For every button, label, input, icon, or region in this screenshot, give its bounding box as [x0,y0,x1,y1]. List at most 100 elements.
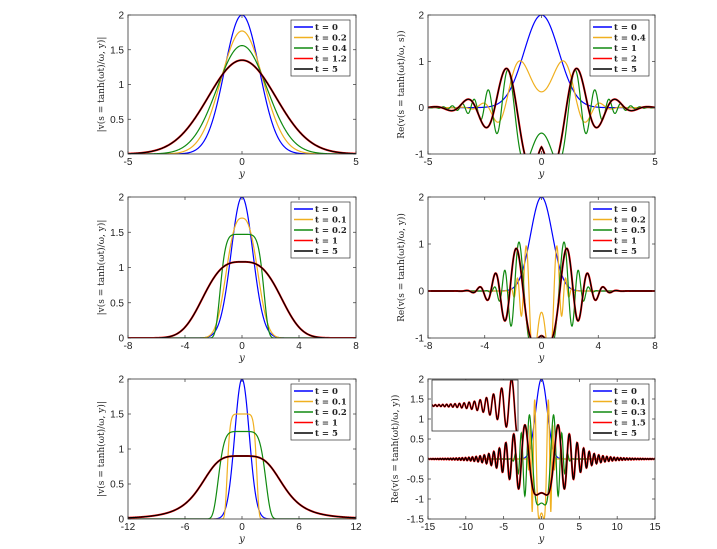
legend-item: t = 0.1 [593,398,646,408]
y-tick-label: 0.5 [410,435,424,446]
inset-curves [432,380,518,431]
x-tick-label: 5 [353,157,359,168]
subplot-4: -8 -4 0 4 8 -1 0 1 2 y Re(v(s = tanh(ωt)/ω, y)) t =… [396,193,658,365]
x-tick-label: 15 [649,522,661,533]
y-tick-label: 1 [118,445,124,456]
legend-item: t = 1 [294,419,338,429]
x-axis-label: y [538,534,545,545]
legend-item: t = 0.3 [593,408,646,418]
y-tick-label: 2 [118,193,124,204]
legend-item: t = 0 [294,23,338,33]
subplot-3: -8 -4 0 4 8 0 0.5 1 1.5 2 y |v(s = tanh(ωt)/ω, y)| t… [96,193,359,365]
series-line-5 [128,59,356,154]
series-line-5 [428,67,655,154]
series-line-0.4 [428,60,655,123]
series-line-0.2 [128,430,356,519]
y-tick-label: 0 [418,455,424,466]
y-tick-label: 0 [118,150,124,161]
legend-label: t = 0 [315,23,338,33]
legend-label: t = 1 [315,237,338,247]
legend-label: t = 5 [315,247,338,257]
y-axis-label: |v(s = tanh(ωt)/ω, y)| [96,37,107,133]
legend-item: t = 0 [593,205,637,215]
x-tick-label: -5 [424,157,433,168]
x-tick-label: -8 [124,341,133,352]
x-tick-label: 8 [353,341,359,352]
y-tick-label: 0 [118,515,124,526]
legend-label: t = 5 [614,65,637,75]
series-line-0.4 [128,44,356,154]
legend: t = 0t = 0.1t = 0.2t = 1t = 5 [290,383,351,441]
legend-item: t = 0.2 [294,226,347,236]
legend-label: t = 0 [614,23,637,33]
legend-label: t = 1.2 [315,55,347,65]
curves [128,379,356,519]
y-tick-label: 1 [118,80,124,91]
y-axis-label: |v(s = tanh(ωt)/ω, y)| [96,401,107,497]
subplot-1: -5 0 500.511.52y|v(s = tanh(ωt)/ω, y)|t = … [96,11,359,181]
legend-label: t = 0.2 [315,34,347,44]
x-tick-label: 8 [652,341,658,352]
legend-item: t = 5 [593,247,637,257]
legend-label: t = 5 [614,247,637,257]
y-tick-label: 0 [418,287,424,298]
y-axis-label: Re(v(s = tanh(ωt)/ω, s)) [396,30,407,138]
x-tick-label: 5 [652,157,658,168]
y-tick-label: 2 [418,11,424,22]
y-tick-label: 1.5 [410,395,424,406]
y-tick-label: 0.5 [110,115,124,126]
y-tick-label: 0.5 [110,480,124,491]
x-tick-label: 0 [239,341,245,352]
legend-item: t = 0.2 [294,34,347,44]
legend-item: t = 1 [294,237,338,247]
y-tick-label: 1 [418,240,424,251]
y-axis-label: |v(s = tanh(ωt)/ω, y)| [96,220,107,316]
legend: t = 0t = 0.1t = 0.3t = 1.5t = 5 [589,383,650,441]
y-tick-label: 1 [118,263,124,274]
x-axis-label: y [238,169,245,180]
legend-item: t = 0.5 [593,226,646,236]
series-line-0.1 [128,413,356,519]
legend-item: t = 0 [294,205,338,215]
x-tick-label: 6 [296,522,302,533]
legend-label: t = 1 [315,419,338,429]
y-tick-label: 2 [418,375,424,386]
inset [431,379,519,432]
legend-label: t = 0 [315,387,338,397]
legend-label: t = 0 [614,205,637,215]
legend-label: t = 0.3 [614,408,646,418]
x-tick-label: 5 [577,522,583,533]
legend-item: t = 0.1 [294,216,347,226]
legend-item: t = 0 [593,23,637,33]
y-tick-label: -1 [415,150,424,161]
series-line-0.2 [128,233,356,338]
x-tick-label: -5 [499,522,508,533]
legend: t = 0t = 0.4t = 1t = 2t = 5 [589,19,650,77]
inset-series-line [432,380,517,431]
legend-item: t = 5 [294,247,338,257]
legend-label: t = 0 [315,205,338,215]
series-line-5 [128,261,356,338]
legend-label: t = 1.5 [614,419,646,429]
x-tick-label: 4 [296,341,302,352]
legend-label: t = 0.1 [614,398,646,408]
legend-label: t = 0.2 [315,408,347,418]
y-tick-label: -1.5 [407,515,425,526]
series-line-5 [128,455,356,519]
y-tick-label: 2 [118,11,124,22]
x-tick-label: -10 [459,522,474,533]
y-tick-label: 1 [418,57,424,68]
x-tick-label: -8 [424,341,433,352]
legend-item: t = 1.2 [294,55,347,65]
legend-item: t = 1 [593,44,637,54]
legend-label: t = 1 [614,44,637,54]
inset-box [431,379,519,432]
x-axis-label: y [538,353,545,364]
legend-item: t = 0 [593,387,637,397]
legend-label: t = 2 [614,55,637,65]
y-tick-label: 0 [418,103,424,114]
legend-label: t = 0.5 [614,226,646,236]
x-tick-label: 0 [539,157,545,168]
